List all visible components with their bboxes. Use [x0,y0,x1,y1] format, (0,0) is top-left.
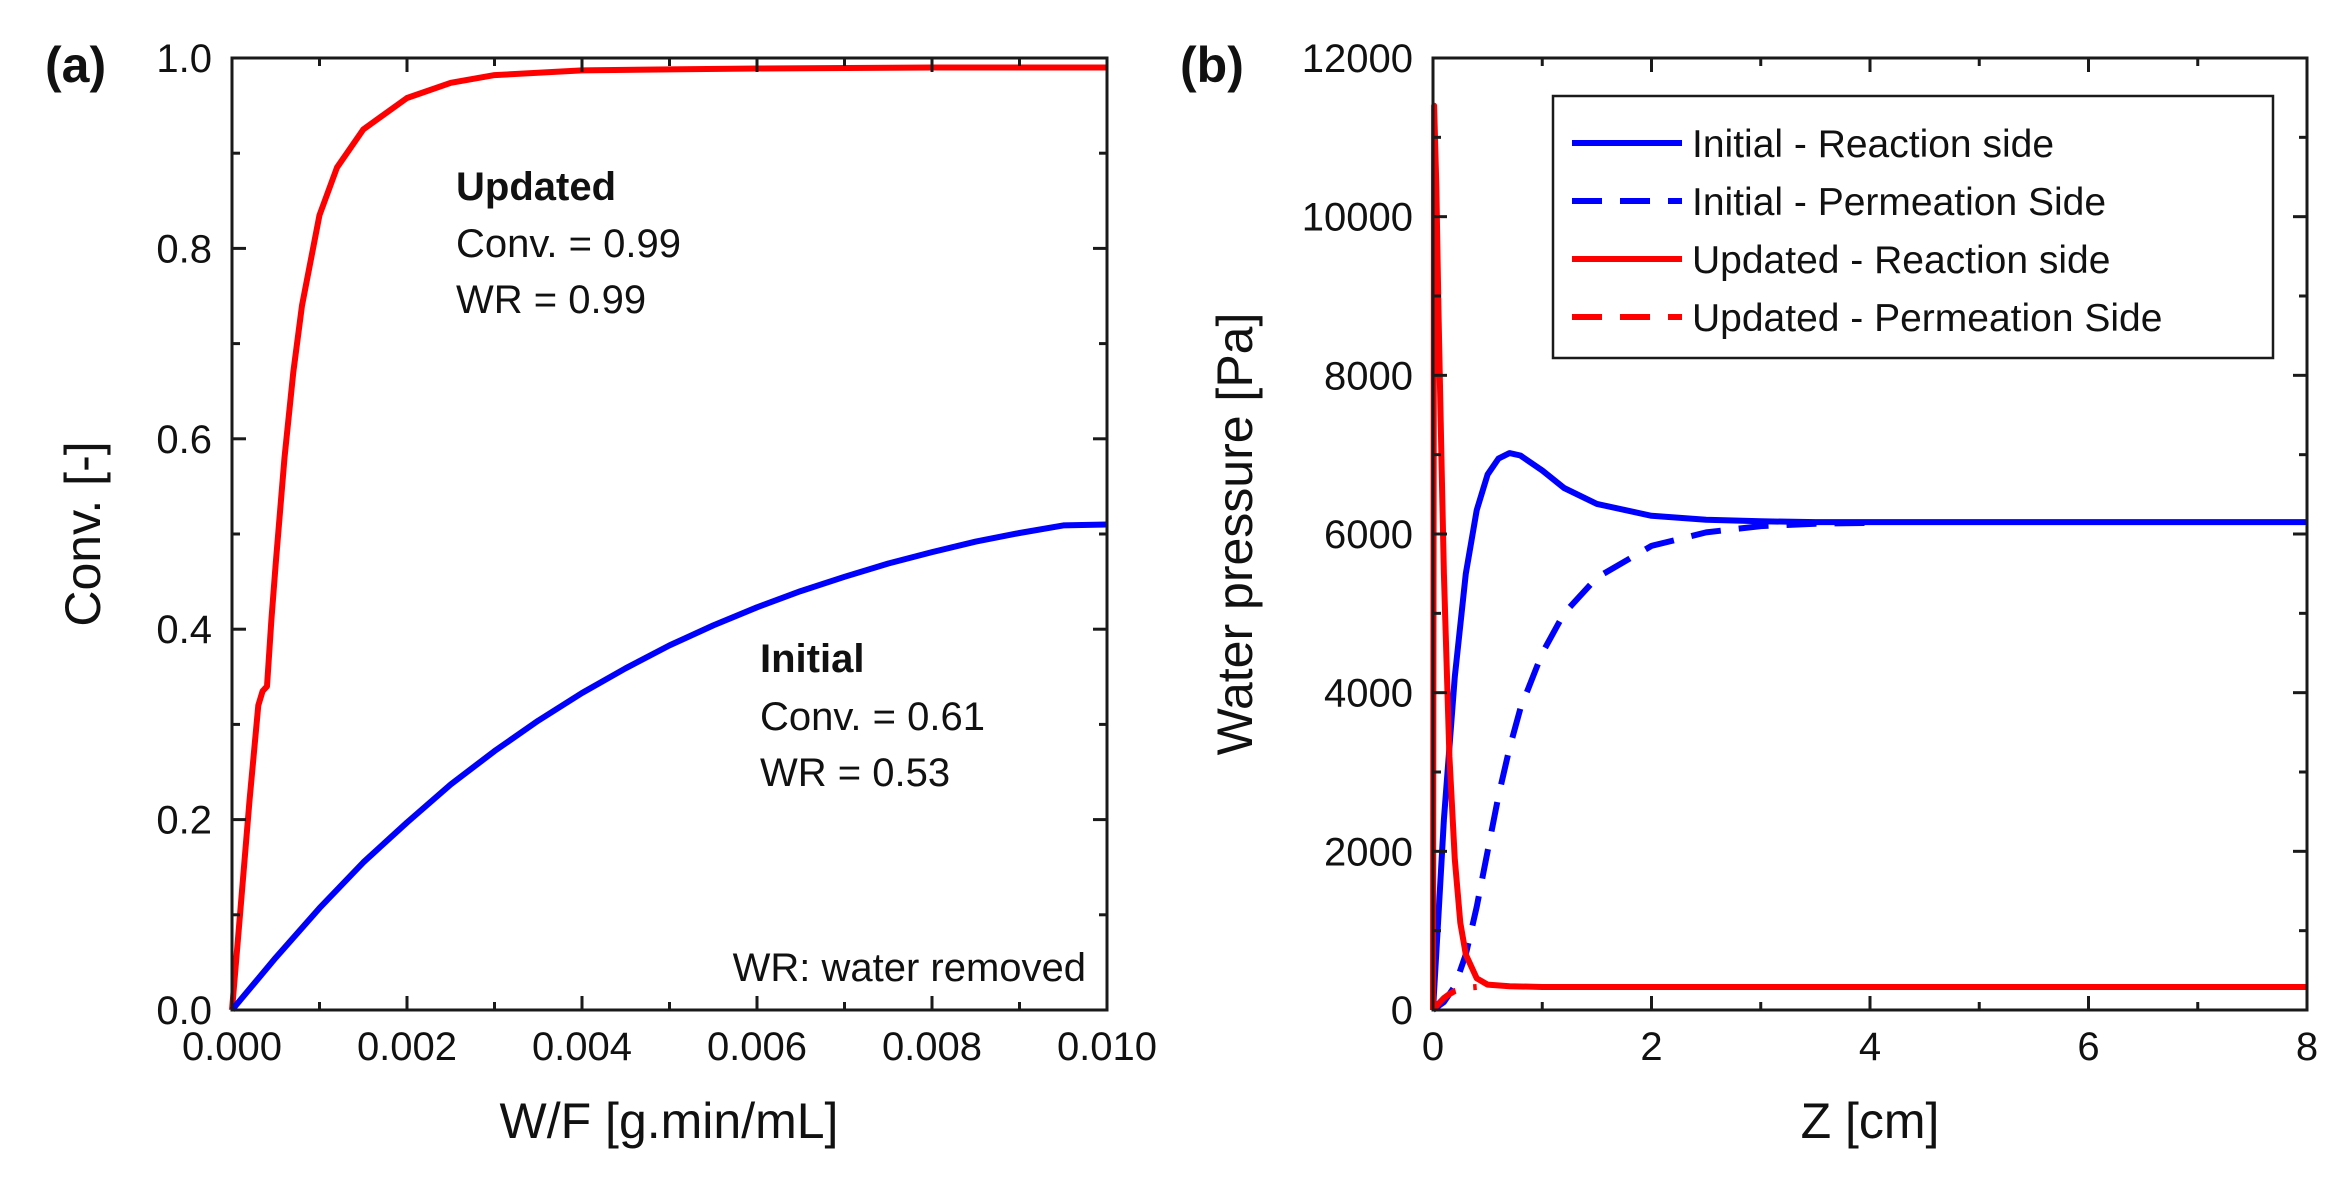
panel-a-series-0-line [229,64,1107,1011]
panel-b-x-tick-label: 6 [2077,1025,2099,1069]
panel-b-label: (b) [1180,37,1244,93]
panel-b-y-axis-title: Water pressure [Pa] [1207,313,1263,756]
panel-b-x-tick-label: 8 [2296,1025,2318,1069]
panel-a-x-tick-label: 0.008 [882,1025,982,1069]
panel-a-y-tick-label: 0.4 [156,608,212,652]
panel-a-x-tick-label: 0.002 [357,1025,457,1069]
panel-b-series-0-line [1430,450,2307,1011]
panel-a-x-tick-label: 0.006 [707,1025,807,1069]
panel-a-y-tick-label: 1.0 [156,37,212,81]
panel-b-y-tick-label: 2000 [1324,830,1413,874]
annotation-wr-note: WR: water removed [733,946,1086,990]
panel-a-y-tick-label: 0.6 [156,418,212,462]
panel-a-y-tick-label: 0.0 [156,989,212,1033]
legend-label-3: Updated - Permeation Side [1692,297,2162,340]
panel-a-series-group [229,64,1108,1012]
panel-b-x-axis-title: Z [cm] [1801,1093,1940,1149]
panel-b-x-tick-label: 0 [1422,1025,1444,1069]
panel-a-x-tick-label: 0.010 [1057,1025,1157,1069]
legend-label-0: Initial - Reaction side [1692,123,2054,166]
panel-b-y-tick-label: 0 [1391,989,1413,1033]
panel-b-series-group [1430,102,2307,1013]
panel-a-series-1-line [229,521,1108,1012]
annotation-updated-conv: Conv. = 0.99 [456,222,681,266]
panel-b-x-tick-label: 4 [1859,1025,1881,1069]
panel-a-y-tick-label: 0.8 [156,227,212,271]
annotation-updated-wr: WR = 0.99 [456,278,646,322]
panel-a: (a) 0.000 0.002 0.004 0.006 0.008 0.010 0.0 0.2… [45,37,1157,1149]
panel-a-y-tick-label: 0.2 [156,799,212,843]
panel-b-y-tick-label: 10000 [1302,196,1413,240]
panel-b-series-1-line [1431,519,1871,1013]
panel-b-series-3-line [1430,984,1477,1012]
panel-b-y-tick-label: 12000 [1302,37,1413,81]
panel-b-legend: Initial - Reaction side Initial - Permeat… [1551,94,2275,360]
panel-b-y-tick-label: 6000 [1324,513,1413,557]
panel-a-x-axis-title: W/F [g.min/mL] [500,1093,839,1149]
panel-b-y-tick-label: 4000 [1324,672,1413,716]
annotation-initial-title: Initial [760,637,864,681]
panel-a-x-tick-label: 0.000 [182,1025,282,1069]
panel-a-ticks-group: 0.000 0.002 0.004 0.006 0.008 0.010 0.0 0.2 0.4 0… [156,37,1157,1069]
panel-a-x-tick-label: 0.004 [532,1025,632,1069]
panel-a-label: (a) [45,37,106,93]
annotation-initial-wr: WR = 0.53 [760,751,950,795]
panel-a-y-axis-title: Conv. [-] [55,441,111,626]
panel-b-y-tick-label: 8000 [1324,354,1413,398]
panel-b-x-tick-label: 2 [1640,1025,1662,1069]
panel-b: (b) 0 2 4 6 8 0 2000 4000 6000 8000 10000 12000 Z [… [1180,37,2318,1149]
annotation-updated-title: Updated [456,165,616,209]
legend-label-1: Initial - Permeation Side [1692,181,2106,224]
panel-a-frame [230,56,1109,1012]
legend-entries: Initial - Reaction side Initial - Permeat… [1572,123,2162,340]
panel-b-ticks-group: 0 2 4 6 8 0 2000 4000 6000 8000 10000 12000 [1302,37,2318,1069]
annotation-initial-conv: Conv. = 0.61 [760,695,985,739]
legend-label-2: Updated - Reaction side [1692,239,2110,282]
panel-b-series-2-line [1430,102,2307,1011]
